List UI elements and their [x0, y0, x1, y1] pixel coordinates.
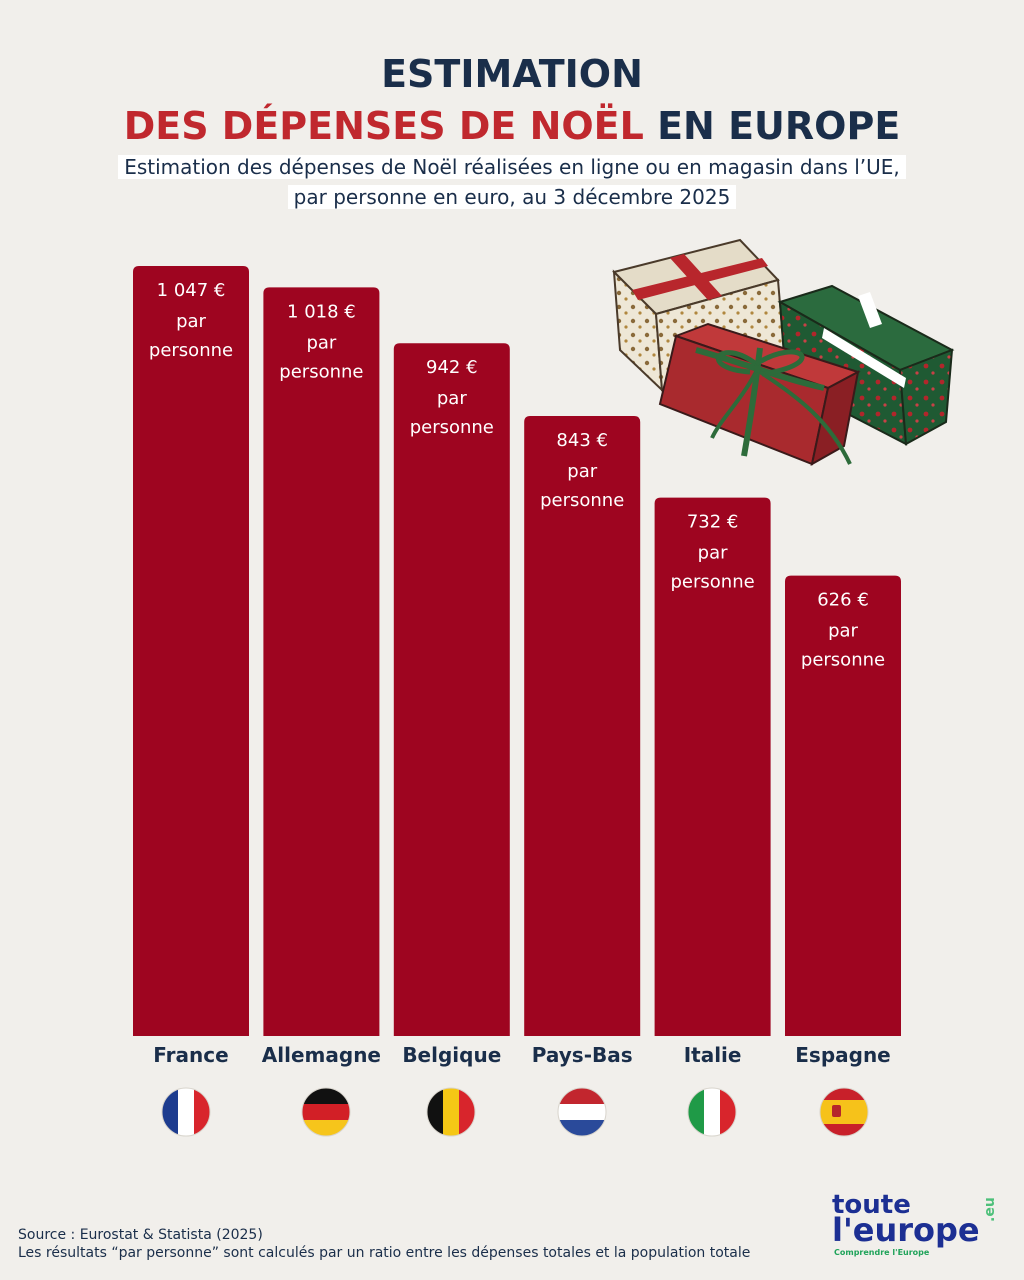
gifts-illustration [612, 238, 955, 466]
germany-flag-icon [301, 1087, 351, 1137]
italy-flag-icon [687, 1087, 737, 1137]
logo-line-1: toute [832, 1190, 911, 1220]
bar-unit-label: personne [149, 340, 233, 361]
france-flag-icon [161, 1087, 211, 1137]
logo-tagline: Comprendre l'Europe [834, 1248, 930, 1257]
bar-value-label: 942 € [426, 357, 478, 378]
subtitle: Estimation des dépenses de Noël réalisée… [0, 152, 1024, 212]
bar-value-label: 843 € [556, 430, 608, 451]
bar-unit-label: personne [801, 650, 885, 671]
category-label: Espagne [795, 1043, 891, 1067]
red-gift-icon [658, 322, 861, 466]
bar-espagne [785, 575, 901, 1036]
bar-chart: 1 047 € par personne France 1 018 € par person… [133, 266, 901, 1137]
toute-leurope-logo[interactable]: toute l'europe .eu Comprendre l'Europe [832, 1192, 1012, 1262]
bar-value-label: 1 018 € [287, 301, 356, 322]
title-line-1: ESTIMATION [381, 52, 643, 96]
bar-unit-label: par [306, 332, 336, 353]
logo-line-2: l'europe [832, 1211, 980, 1249]
source-text: Source : Eurostat & Statista (2025) [18, 1227, 263, 1243]
category-label: Italie [684, 1043, 742, 1067]
bar-unit-label: personne [540, 490, 624, 511]
subtitle-line-2: par personne en euro, au 3 décembre 2025 [287, 185, 737, 209]
bar-value-label: 626 € [817, 590, 869, 611]
title-line-2: DES DÉPENSES DE NOËL EN EUROPE [0, 104, 1024, 148]
category-label: Belgique [402, 1043, 501, 1067]
spain-flag-icon [819, 1087, 869, 1137]
bar-unit-label: par [828, 621, 858, 642]
bar-value-label: 732 € [687, 512, 739, 533]
title-region: EN EUROPE [657, 104, 901, 148]
bar-france [133, 266, 249, 1036]
bar-unit-label: personne [279, 361, 363, 382]
title-highlight: DES DÉPENSES DE NOËL [123, 104, 644, 148]
bar-unit-label: par [698, 543, 728, 564]
category-label: Pays-Bas [532, 1043, 633, 1067]
source-note: Source : Eurostat & Statista (2025) Les … [18, 1226, 750, 1262]
bar-unit-label: par [437, 388, 467, 409]
bar-unit-label: personne [671, 572, 755, 593]
bar-belgique [393, 343, 510, 1036]
bar-pays-bas [524, 416, 641, 1036]
bar-unit-label: par [567, 461, 597, 482]
netherlands-flag-icon [557, 1087, 607, 1137]
bar-allemagne [263, 287, 380, 1036]
belgium-flag-icon [426, 1087, 476, 1137]
subtitle-line-1: Estimation des dépenses de Noël réalisée… [118, 155, 906, 179]
category-label: France [153, 1043, 228, 1067]
bar-value-label: 1 047 € [157, 280, 226, 301]
method-note: Les résultats “par personne” sont calcul… [18, 1245, 751, 1261]
bar-italie [654, 497, 771, 1037]
category-label: Allemagne [262, 1043, 381, 1067]
bar-unit-label: personne [410, 417, 494, 438]
bar-unit-label: par [176, 311, 206, 332]
logo-suffix: .eu [982, 1197, 998, 1222]
